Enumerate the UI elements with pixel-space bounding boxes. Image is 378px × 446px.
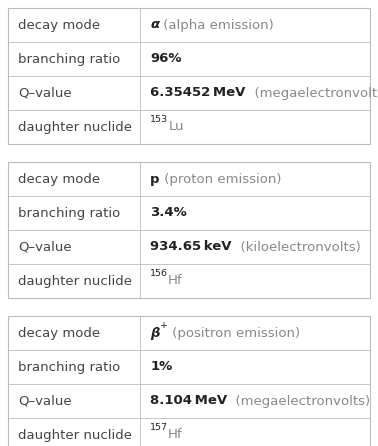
Text: (positron emission): (positron emission): [167, 326, 300, 339]
Text: branching ratio: branching ratio: [18, 206, 120, 219]
Text: (proton emission): (proton emission): [160, 173, 281, 186]
Text: decay mode: decay mode: [18, 173, 100, 186]
Text: Q–value: Q–value: [18, 395, 71, 408]
Text: Lu: Lu: [168, 120, 184, 133]
Text: β: β: [150, 326, 160, 339]
Text: 8.104 MeV: 8.104 MeV: [150, 395, 227, 408]
Text: 157: 157: [150, 423, 168, 432]
Text: 156: 156: [150, 269, 168, 278]
Text: daughter nuclide: daughter nuclide: [18, 120, 132, 133]
Text: decay mode: decay mode: [18, 18, 100, 32]
Text: (kiloelectronvolts): (kiloelectronvolts): [232, 240, 360, 253]
Text: 934.65 keV: 934.65 keV: [150, 240, 232, 253]
Text: Q–value: Q–value: [18, 240, 71, 253]
Text: 6.35452 MeV: 6.35452 MeV: [150, 87, 245, 99]
Text: daughter nuclide: daughter nuclide: [18, 274, 132, 288]
Bar: [8, 162, 370, 298]
Text: α: α: [150, 18, 159, 32]
Bar: [8, 8, 370, 144]
Text: +: +: [160, 321, 167, 330]
Text: 3.4%: 3.4%: [150, 206, 187, 219]
Text: 153: 153: [150, 115, 168, 124]
Text: Q–value: Q–value: [18, 87, 71, 99]
Bar: [8, 316, 370, 446]
Text: (megaelectronvolts): (megaelectronvolts): [227, 395, 370, 408]
Text: branching ratio: branching ratio: [18, 53, 120, 66]
Text: 96%: 96%: [150, 53, 182, 66]
Text: branching ratio: branching ratio: [18, 360, 120, 373]
Text: decay mode: decay mode: [18, 326, 100, 339]
Text: Hf: Hf: [168, 429, 183, 442]
Text: 1%: 1%: [150, 360, 172, 373]
Text: daughter nuclide: daughter nuclide: [18, 429, 132, 442]
Text: p: p: [150, 173, 160, 186]
Text: (megaelectronvolts): (megaelectronvolts): [245, 87, 378, 99]
Text: Hf: Hf: [168, 274, 183, 288]
Text: (alpha emission): (alpha emission): [159, 18, 274, 32]
